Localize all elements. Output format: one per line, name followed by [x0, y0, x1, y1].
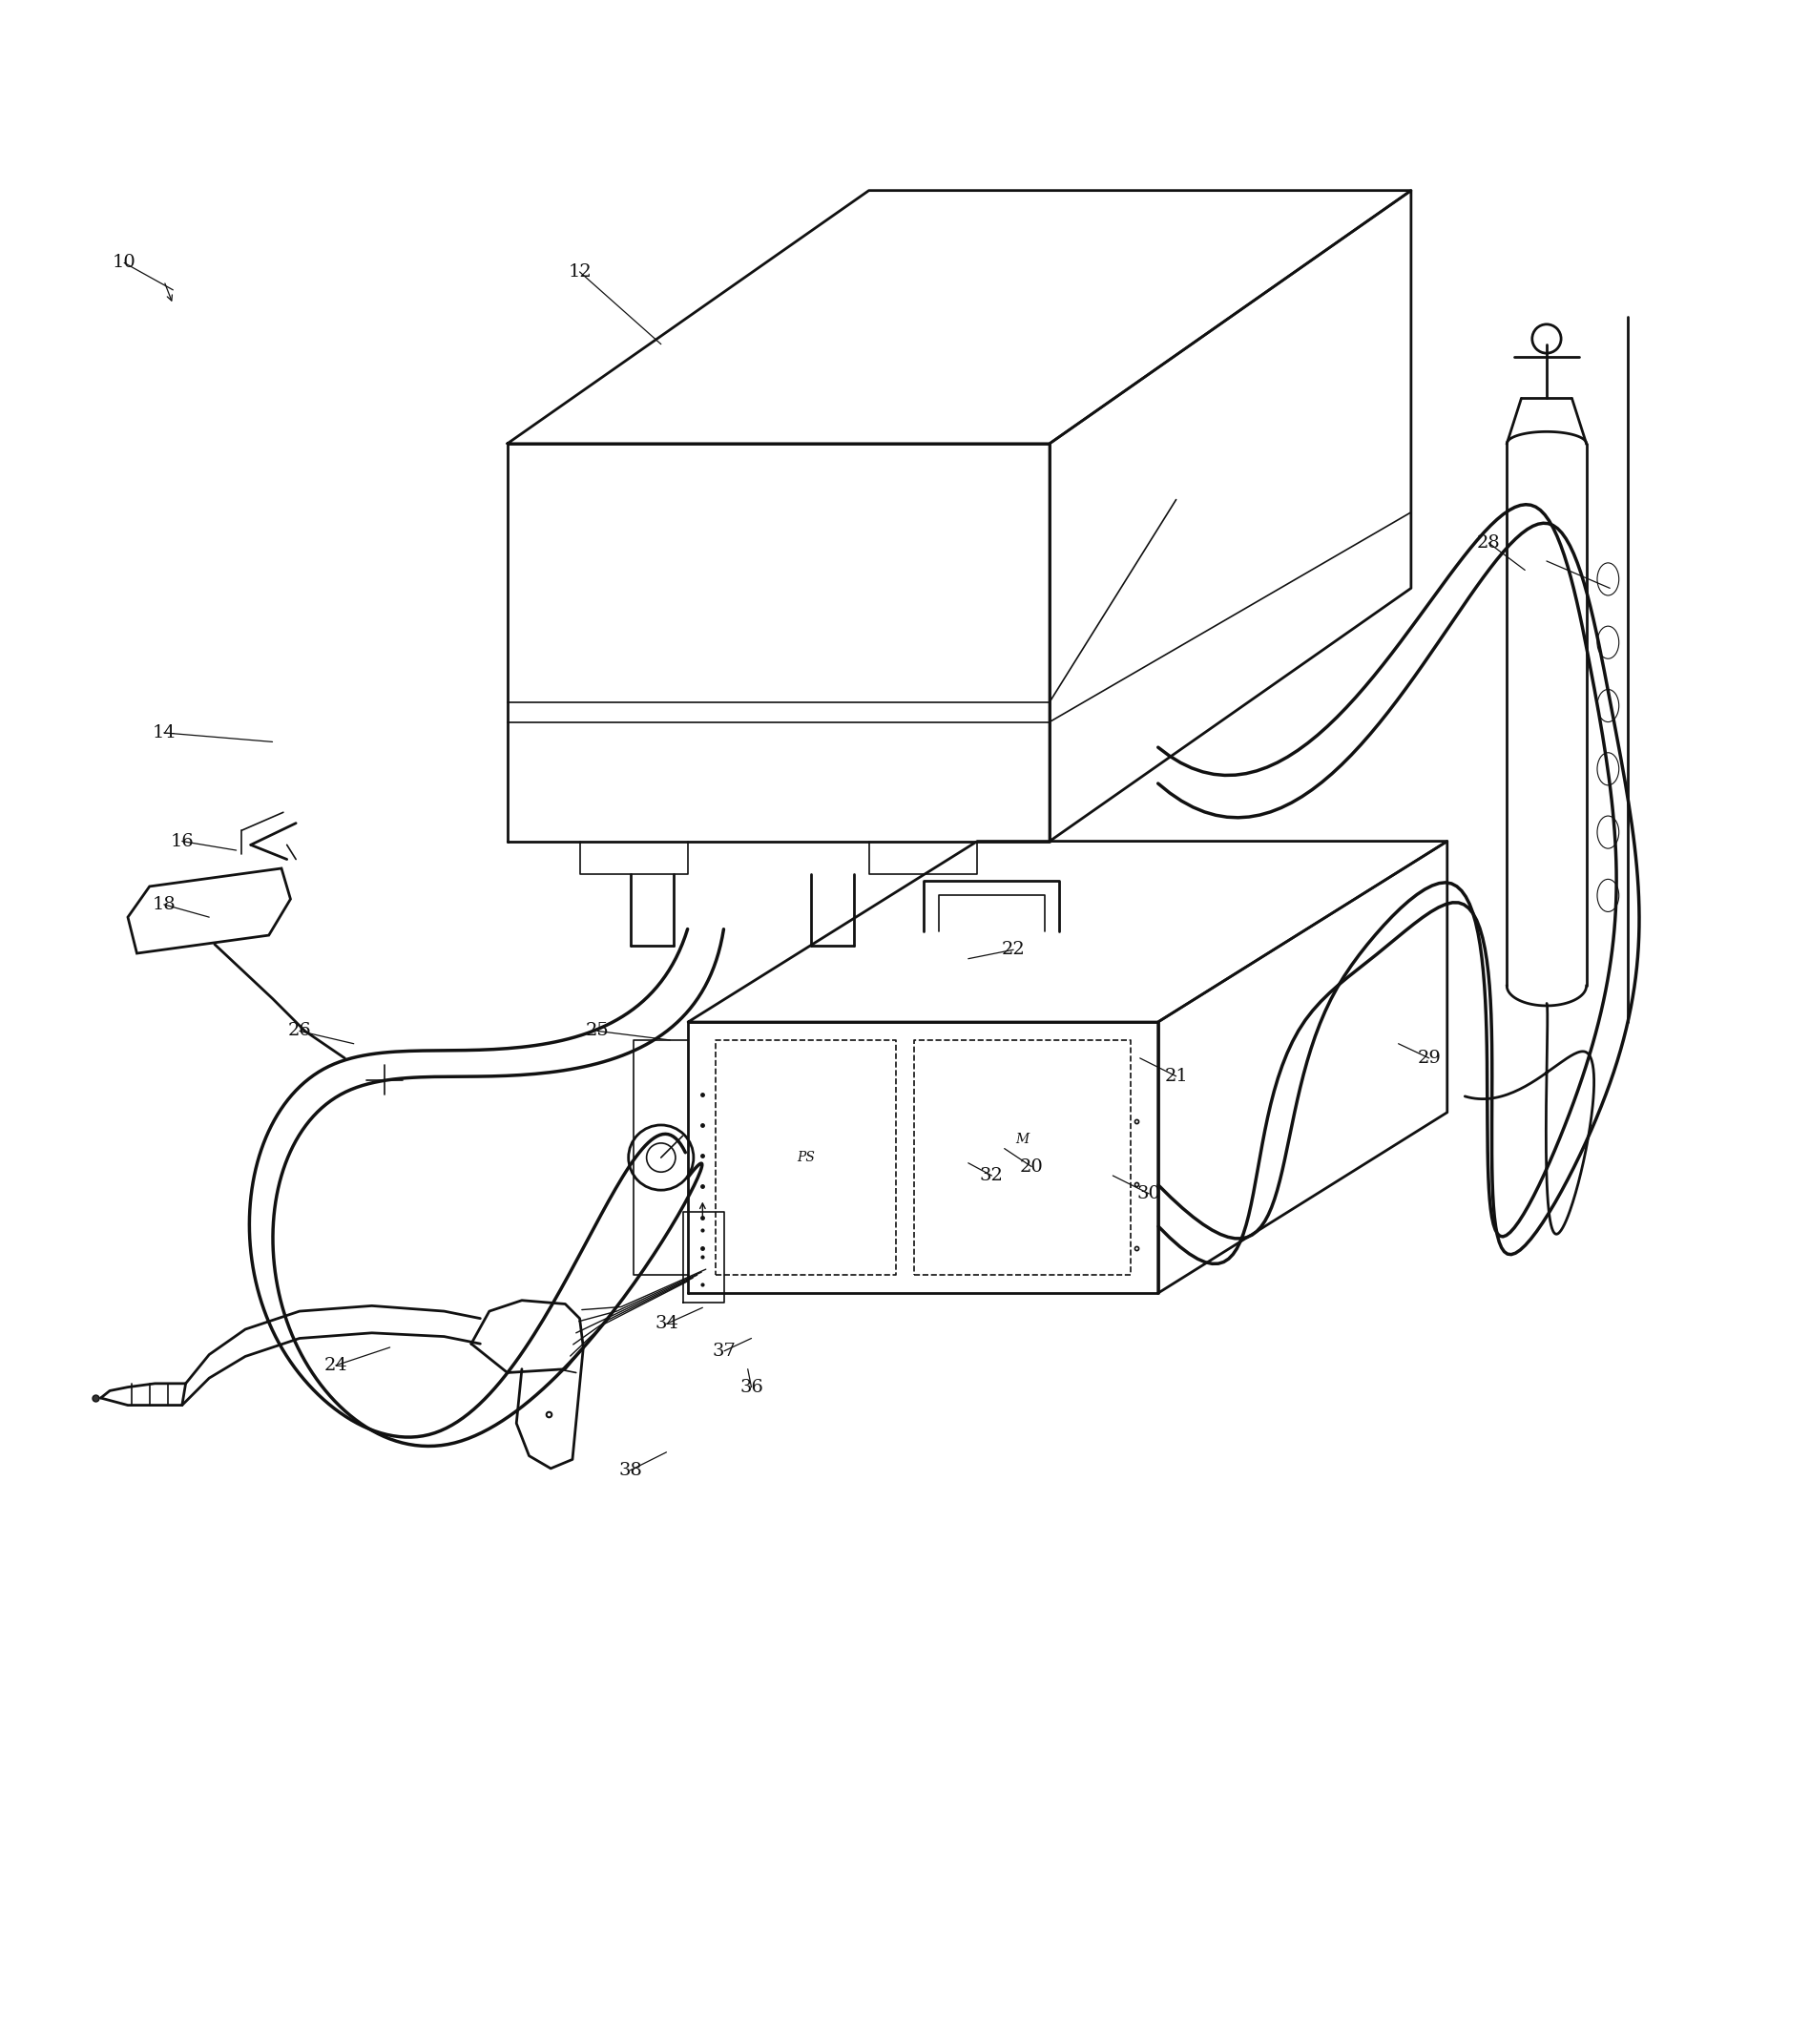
Text: 34: 34	[655, 1314, 679, 1333]
Text: 12: 12	[568, 264, 592, 280]
Text: 16: 16	[170, 832, 194, 850]
Text: 25: 25	[586, 1022, 610, 1040]
Text: 28: 28	[1477, 533, 1500, 552]
Text: 14: 14	[152, 724, 176, 742]
Text: 29: 29	[1417, 1049, 1441, 1067]
Text: PS: PS	[796, 1151, 814, 1165]
Text: 30: 30	[1137, 1186, 1160, 1202]
Text: 36: 36	[740, 1378, 764, 1396]
Text: 24: 24	[324, 1357, 348, 1374]
Text: 26: 26	[288, 1022, 311, 1040]
Text: 38: 38	[619, 1461, 643, 1480]
Text: 21: 21	[1164, 1067, 1187, 1085]
Text: 32: 32	[979, 1167, 1003, 1183]
Text: 10: 10	[112, 253, 136, 272]
Text: 22: 22	[1001, 940, 1024, 959]
Text: 20: 20	[1019, 1159, 1043, 1175]
Text: 37: 37	[713, 1343, 737, 1359]
Text: M: M	[1015, 1132, 1030, 1147]
Text: 18: 18	[152, 895, 176, 914]
